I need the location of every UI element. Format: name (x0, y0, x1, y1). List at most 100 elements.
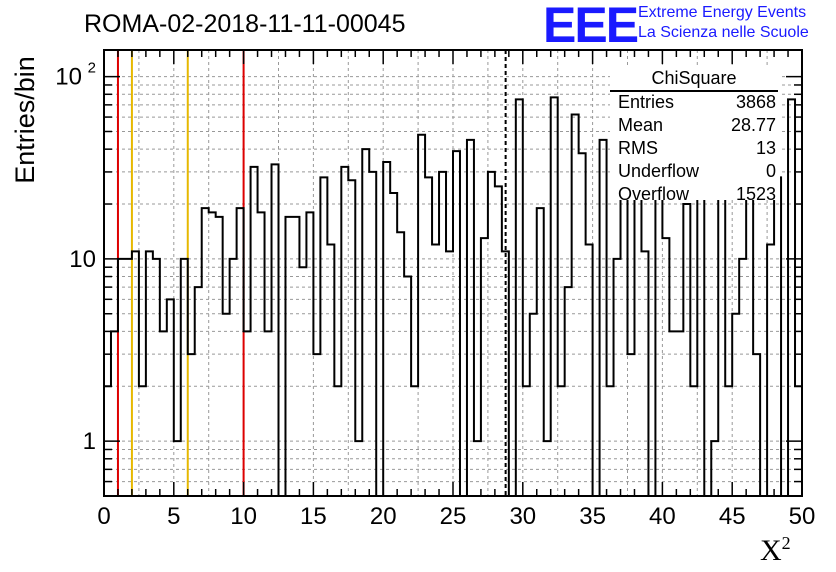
histogram-bin (453, 151, 460, 496)
histogram-bin (621, 157, 628, 496)
histogram-bin (404, 277, 411, 496)
histogram-bin (390, 193, 397, 496)
histogram-bin (160, 331, 167, 496)
histogram-bin (362, 149, 369, 496)
histogram-bin (746, 193, 753, 496)
histogram-bin (558, 386, 565, 496)
histogram-bin (397, 232, 404, 496)
histogram-bin (202, 208, 209, 496)
y-tick-label-exponent: 2 (88, 60, 96, 77)
histogram-bin (586, 244, 593, 496)
histogram-bin (355, 441, 362, 496)
histogram-bin (655, 180, 662, 496)
stats-value: 1523 (735, 184, 776, 204)
histogram-bin (488, 172, 495, 496)
logo-line-2: La Scienza nelle Scuole (638, 24, 809, 41)
x-tick-label: 10 (230, 503, 257, 530)
histogram-bin (306, 212, 313, 496)
x-tick-label: 0 (97, 503, 110, 530)
stats-title: ChiSquare (651, 68, 737, 88)
stats-row-overflow: Overflow 1523 (618, 184, 776, 206)
x-tick-label: 50 (789, 503, 816, 530)
chart-title: ROMA-02-2018-11-11-00045 (84, 10, 406, 38)
histogram-bin (774, 177, 781, 496)
histogram-bin (209, 212, 216, 496)
histogram-bin (369, 172, 376, 496)
histogram-bin (272, 164, 279, 496)
histogram-bin (446, 251, 453, 496)
eee-logo: EEE Extreme Energy Events La Scienza nel… (543, 0, 833, 53)
x-tick-label: 15 (300, 503, 327, 530)
histogram-bin (572, 114, 579, 496)
histogram-bin (167, 299, 174, 496)
stats-key: Underflow (618, 161, 700, 181)
histogram-bin (614, 259, 621, 496)
stats-rule (610, 90, 778, 92)
histogram-bin (265, 331, 272, 496)
x-axis-label: X2 (760, 533, 791, 568)
histogram-bin (565, 287, 572, 496)
histogram-bin (327, 244, 334, 496)
histogram-bin (530, 314, 537, 496)
y-tick-label: 10 (69, 246, 96, 273)
histogram-bin (544, 441, 551, 496)
histogram-bin (132, 251, 139, 496)
histogram-bin (607, 386, 614, 496)
logo-line-1: Extreme Energy Events (638, 4, 807, 21)
histogram-bin (153, 259, 160, 496)
histogram-bin (418, 135, 425, 496)
histogram-bin (481, 238, 488, 496)
histogram-bin (425, 177, 432, 496)
histogram-bin (216, 217, 223, 496)
histogram-bin (711, 441, 718, 496)
histogram-bin (739, 259, 746, 496)
histogram-bin (600, 140, 607, 496)
histogram-bin (502, 251, 509, 496)
stats-key: Mean (618, 115, 664, 135)
histogram-bin (181, 259, 188, 496)
histogram-bin (118, 259, 125, 496)
histogram-bin (753, 354, 760, 496)
y-tick-label: 10 (55, 64, 82, 91)
stats-key: Entries (618, 92, 675, 112)
stats-row-entries: Entries 3868 (618, 92, 776, 114)
x-tick-label: 20 (370, 503, 397, 530)
histogram-bin (111, 331, 118, 496)
x-axis-label-base: X (760, 534, 782, 567)
histogram-bin (628, 354, 635, 496)
histogram-bin (320, 177, 327, 496)
histogram-bin (467, 140, 474, 496)
histogram-bin (551, 97, 558, 496)
histogram-bin (188, 354, 195, 496)
x-tick-label: 30 (509, 503, 536, 530)
stats-value: 28.77 (730, 115, 776, 135)
histogram-bin (223, 314, 230, 496)
stats-box: ChiSquare Entries 3868 Mean 28.77 RMS 13… (610, 68, 780, 204)
histogram-bin (495, 186, 502, 496)
x-tick-label: 25 (440, 503, 467, 530)
logo-mark: EEE (543, 0, 639, 53)
histogram-bin (313, 354, 320, 496)
histogram-bin (725, 386, 732, 496)
histogram-bin (285, 217, 292, 496)
histogram-bin (732, 314, 739, 496)
histogram-bin (348, 180, 355, 496)
stats-value: 13 (755, 138, 776, 158)
stats-row-mean: Mean 28.77 (618, 115, 776, 137)
histogram-bin (676, 331, 683, 496)
histogram-bin (523, 386, 530, 496)
histogram-bin (697, 164, 704, 496)
stats-value: 3868 (735, 92, 776, 112)
x-tick-label: 35 (579, 503, 606, 530)
histogram-bin (690, 386, 697, 496)
histogram-bin (195, 287, 202, 496)
histogram-bin (439, 172, 446, 496)
histogram-bin (641, 251, 648, 496)
histogram-bin (146, 251, 153, 496)
histogram-bin (292, 217, 299, 496)
histogram-bin (251, 167, 258, 496)
histogram-bin (662, 238, 669, 496)
x-tick-label: 5 (167, 503, 180, 530)
histogram-bin (383, 162, 390, 496)
